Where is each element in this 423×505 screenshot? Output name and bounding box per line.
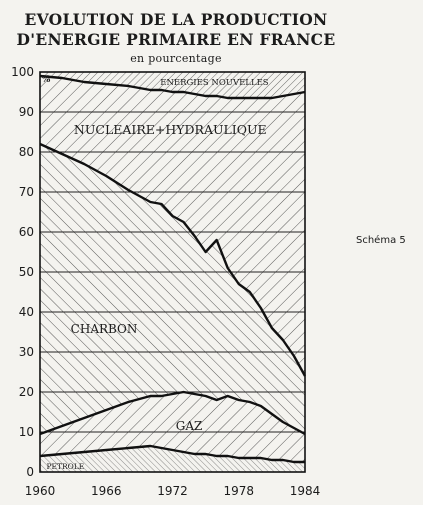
- x-tick-1972: 1972: [157, 484, 188, 498]
- x-axis-ticks: 1960 1966 1972 1978 1984: [25, 484, 321, 498]
- boundary-lines: [39, 74, 307, 464]
- area-gaz: [40, 392, 305, 462]
- x-tick-1978: 1978: [223, 484, 254, 498]
- y-tick-40: 40: [19, 305, 34, 319]
- label-gaz: GAZ: [176, 419, 203, 433]
- area-charbon: [40, 144, 305, 434]
- y-tick-0: 0: [26, 465, 34, 479]
- schema-note: Schéma 5: [356, 235, 406, 246]
- y-tick-10: 10: [19, 425, 34, 439]
- y-axis-ticks: 0 10 20 30 40 50 60 70 80 90 100: [11, 65, 34, 479]
- label-petrole: PETROLE: [47, 462, 85, 471]
- boundary-line-charbon: [39, 142, 307, 377]
- y-tick-20: 20: [19, 385, 34, 399]
- y-tick-60: 60: [19, 225, 34, 239]
- label-nucleaire-hydraulique: NUCLEAIRE+HYDRAULIQUE: [74, 122, 267, 137]
- plot-frame: [39, 71, 306, 473]
- y-tick-30: 30: [19, 345, 34, 359]
- area-petrole: [40, 446, 305, 472]
- area-energies-nouvelles: [40, 72, 305, 98]
- plot-border: [39, 71, 306, 473]
- area-nucleaire-hydraulique: [40, 76, 305, 376]
- boundary-line-nucleaire-hydraulique: [39, 74, 306, 100]
- y-tick-100: 100: [11, 65, 34, 79]
- unit-marker: %: [42, 75, 51, 85]
- boundary-line-gaz: [39, 390, 306, 436]
- label-energies-nouvelles: ENERGIES NOUVELLES: [160, 78, 269, 88]
- y-tick-90: 90: [19, 105, 34, 119]
- label-charbon: CHARBON: [71, 322, 138, 336]
- x-tick-1984: 1984: [290, 484, 321, 498]
- y-tick-80: 80: [19, 145, 34, 159]
- stacked-areas: [40, 72, 305, 472]
- y-tick-50: 50: [19, 265, 34, 279]
- x-tick-1960: 1960: [25, 484, 56, 498]
- x-tick-1966: 1966: [91, 484, 122, 498]
- boundary-line-petrole: [39, 444, 305, 464]
- chart-title-line-2: D'ENERGIE PRIMAIRE EN FRANCE: [16, 30, 336, 49]
- y-tick-70: 70: [19, 185, 34, 199]
- area-labels: ENERGIES NOUVELLES NUCLEAIRE+HYDRAULIQUE…: [42, 75, 269, 471]
- chart-subtitle: en pourcentage: [130, 52, 222, 65]
- chart-title-line-1: EVOLUTION DE LA PRODUCTION: [24, 10, 328, 29]
